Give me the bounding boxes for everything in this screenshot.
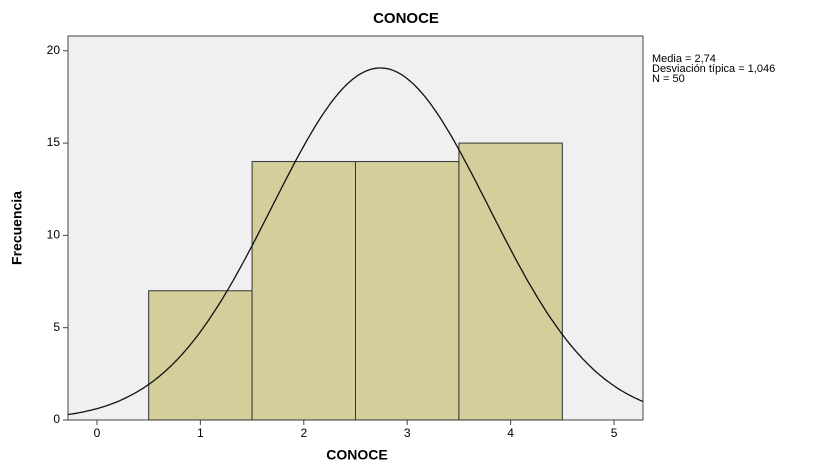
y-tick-label: 20 (47, 43, 61, 57)
bar (355, 161, 460, 421)
y-axis-label: Frecuencia (9, 191, 25, 265)
y-tick-label: 0 (53, 412, 60, 426)
bar (458, 142, 563, 421)
x-axis-label: CONOCE (326, 447, 387, 463)
bar (148, 290, 253, 421)
y-tick-label: 10 (47, 228, 61, 242)
x-tick-label: 1 (197, 426, 204, 440)
x-tick-label: 5 (611, 426, 618, 440)
x-tick-label: 2 (300, 426, 307, 440)
x-tick-label: 3 (404, 426, 411, 440)
stats-text: N = 50 (652, 73, 685, 85)
x-tick-label: 0 (94, 426, 101, 440)
normal-curve (67, 67, 644, 416)
y-tick-label: 15 (47, 135, 61, 149)
chart-title: CONOCE (373, 10, 439, 27)
bar (251, 161, 356, 421)
stats-text: Media = 2,74 (652, 53, 716, 65)
x-tick-label: 4 (507, 426, 514, 440)
y-tick-label: 5 (53, 320, 60, 334)
stats-text: Desviación típica = 1,046 (652, 63, 775, 75)
